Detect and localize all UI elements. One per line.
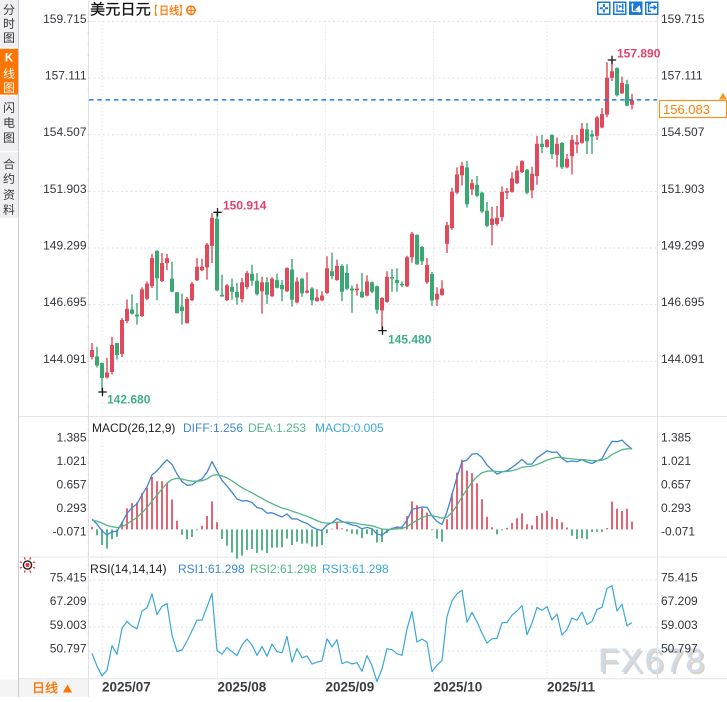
svg-text:149.299: 149.299 (661, 239, 705, 253)
svg-text:RSI1:61.298: RSI1:61.298 (178, 562, 245, 576)
svg-text:146.695: 146.695 (661, 295, 705, 309)
svg-text:154.507: 154.507 (43, 125, 87, 139)
svg-text:75.415: 75.415 (50, 571, 87, 585)
svg-text:157.111: 157.111 (45, 69, 87, 83)
svg-text:59.003: 59.003 (50, 618, 87, 632)
svg-text:RSI2:61.298: RSI2:61.298 (250, 562, 317, 576)
svg-text:RSI(14,14,14): RSI(14,14,14) (90, 562, 167, 576)
svg-text:67.209: 67.209 (50, 594, 87, 608)
svg-text:50.797: 50.797 (50, 642, 87, 656)
svg-text:50.797: 50.797 (661, 642, 698, 656)
svg-text:151.903: 151.903 (661, 182, 705, 196)
svg-text:1.021: 1.021 (56, 454, 86, 468)
svg-text:0.657: 0.657 (661, 477, 691, 491)
svg-text:K: K (5, 53, 14, 65)
svg-text:2025/10: 2025/10 (434, 680, 483, 695)
svg-text:1.021: 1.021 (661, 454, 691, 468)
svg-text:151.903: 151.903 (43, 182, 87, 196)
svg-text:2025/09: 2025/09 (326, 680, 375, 695)
svg-text:2025/11: 2025/11 (547, 680, 596, 695)
svg-text:DIFF:1.256: DIFF:1.256 (183, 421, 243, 435)
svg-text:0.657: 0.657 (56, 477, 86, 491)
svg-text:DEA:1.253: DEA:1.253 (248, 421, 306, 435)
svg-text:144.091: 144.091 (43, 352, 87, 366)
svg-text:145.480: 145.480 (388, 333, 432, 347)
svg-text:2025/08: 2025/08 (218, 680, 267, 695)
svg-text:-0.071: -0.071 (661, 524, 695, 538)
svg-text:144.091: 144.091 (661, 352, 705, 366)
svg-text:1.385: 1.385 (56, 430, 86, 444)
svg-text:2025/07: 2025/07 (102, 680, 151, 695)
svg-text:1.385: 1.385 (661, 430, 691, 444)
svg-text:156.083: 156.083 (663, 102, 710, 117)
svg-text:154.507: 154.507 (661, 125, 705, 139)
svg-text:75.415: 75.415 (661, 571, 698, 585)
svg-text:0.293: 0.293 (56, 501, 86, 515)
svg-text:159.715: 159.715 (43, 12, 87, 26)
svg-text:0.293: 0.293 (661, 501, 691, 515)
svg-text:157.890: 157.890 (617, 47, 661, 61)
svg-text:-0.071: -0.071 (52, 524, 86, 538)
svg-text:59.003: 59.003 (661, 618, 698, 632)
svg-text:FX678: FX678 (598, 642, 706, 680)
svg-text:159.715: 159.715 (661, 12, 705, 26)
svg-text:149.299: 149.299 (43, 239, 87, 253)
svg-text:150.914: 150.914 (223, 199, 267, 213)
svg-text:142.680: 142.680 (107, 393, 151, 407)
svg-text:MACD(26,12,9): MACD(26,12,9) (92, 421, 175, 435)
svg-text:MACD:0.005: MACD:0.005 (315, 421, 384, 435)
svg-text:RSI3:61.298: RSI3:61.298 (322, 562, 389, 576)
svg-text:146.695: 146.695 (43, 295, 87, 309)
svg-text:157.111: 157.111 (661, 69, 703, 83)
svg-text:67.209: 67.209 (661, 594, 698, 608)
svg-text:FX678: FX678 (600, 644, 708, 682)
